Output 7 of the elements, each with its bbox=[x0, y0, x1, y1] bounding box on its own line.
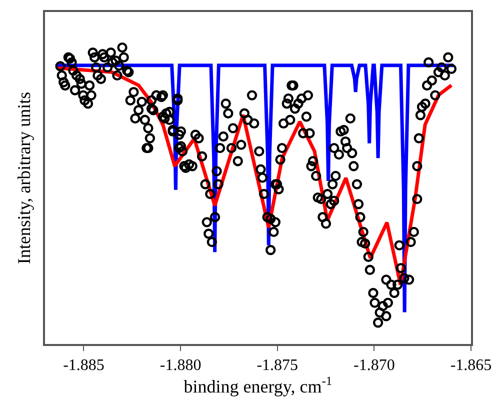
x-tick-label: -1.880 bbox=[160, 356, 202, 374]
y-axis-title: Intensity, arbitrary units bbox=[14, 92, 34, 264]
x-tick-label: -1.865 bbox=[450, 356, 492, 374]
x-tick-label: -1.870 bbox=[354, 356, 395, 374]
x-axis-title: binding energy, cm$^{-1}$ bbox=[184, 374, 332, 397]
x-tick-label: -1.875 bbox=[256, 356, 298, 374]
x-tick-label: -1.885 bbox=[63, 356, 104, 374]
